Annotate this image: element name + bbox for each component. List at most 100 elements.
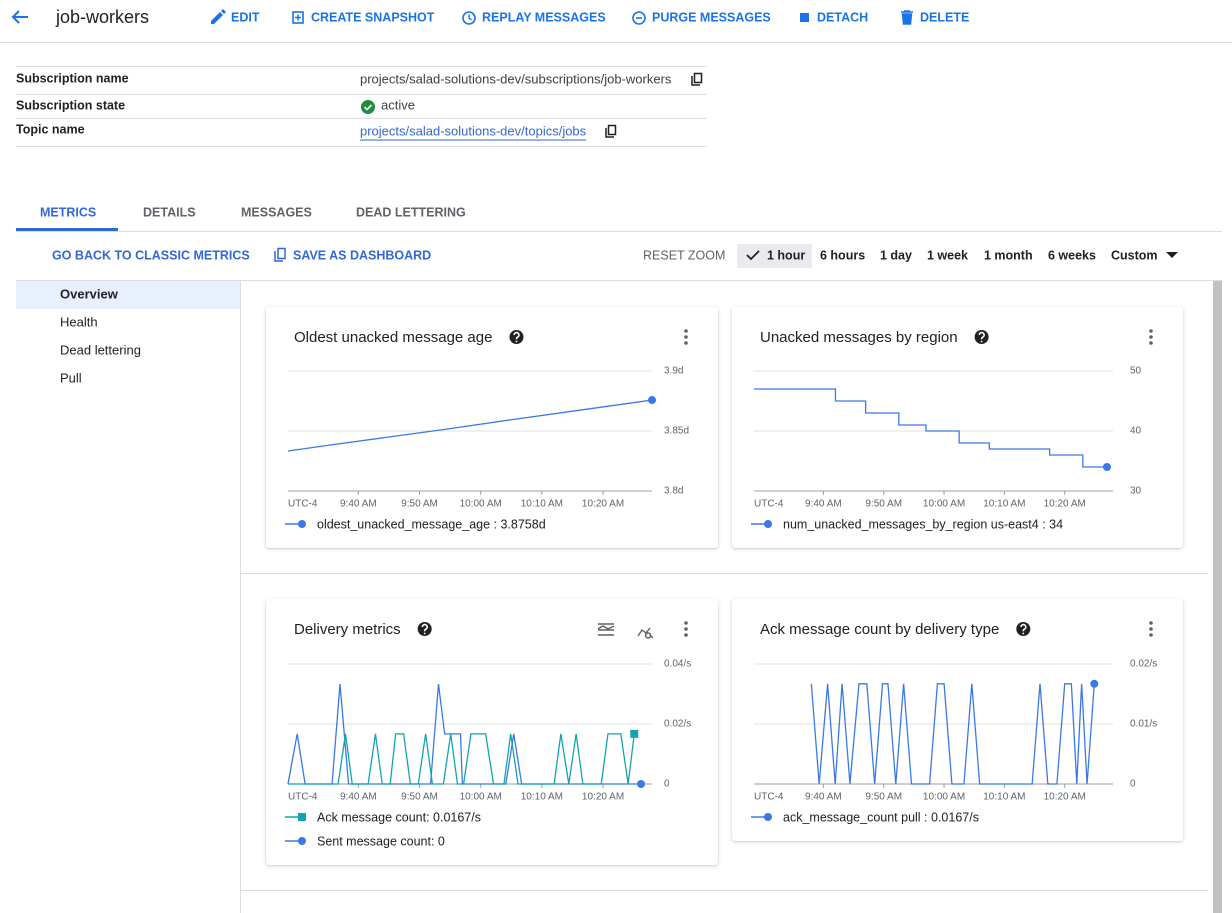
x-tick-label: 10:10 AM (521, 792, 563, 803)
y-tick-label: 3.85d (664, 426, 689, 437)
menu-icon (684, 627, 688, 631)
legend-label: num_unacked_messages_by_region us-east4 … (783, 517, 1063, 531)
edit-icon (211, 9, 226, 24)
classic-metrics-link[interactable]: GO BACK TO CLASSIC METRICS (52, 248, 250, 262)
end-marker (630, 729, 639, 738)
status-icon (361, 100, 375, 114)
purge-action[interactable]: PURGE MESSAGES (652, 10, 771, 24)
snapshot-icon (292, 11, 304, 24)
header: job-workers EDIT CREATE SNAPSHOT REPLAY … (0, 7, 1232, 43)
x-tick-label: 9:50 AM (401, 499, 438, 510)
series-line (754, 388, 1107, 468)
menu-icon (684, 329, 688, 333)
scrollbar[interactable] (1213, 281, 1222, 913)
range-option[interactable]: 6 weeks (1048, 248, 1096, 262)
range-option[interactable]: 1 week (927, 248, 968, 262)
range-option[interactable]: 1 day (880, 248, 912, 262)
end-marker (1090, 679, 1099, 688)
legend-swatch (764, 520, 772, 528)
series-line (288, 733, 635, 785)
chart-card (266, 307, 718, 548)
custom-range[interactable]: Custom (1111, 248, 1158, 262)
y-tick-label: 30 (1130, 486, 1142, 497)
sidebar-item[interactable]: Overview (60, 286, 119, 301)
page-title: job-workers (55, 7, 149, 27)
edit-action[interactable]: EDIT (231, 10, 260, 24)
menu-icon (684, 633, 688, 637)
menu-icon (684, 621, 688, 625)
info-label: Topic name (16, 122, 85, 136)
y-tick-label: 50 (1130, 366, 1142, 377)
menu-icon (1149, 329, 1153, 333)
help-icon (515, 340, 518, 343)
info-table: Subscription name projects/salad-solutio… (16, 66, 707, 147)
detach-icon (800, 13, 809, 22)
detach-action[interactable]: DETACH (817, 10, 868, 24)
help-icon (978, 331, 985, 340)
x-tick-label: 9:40 AM (340, 792, 377, 803)
tab[interactable]: DEAD LETTERING (356, 205, 466, 219)
x-tick-label: 10:10 AM (983, 792, 1025, 803)
range-option[interactable]: 1 hour (767, 248, 805, 262)
create-snapshot-action[interactable]: CREATE SNAPSHOT (311, 10, 435, 24)
help-icon (980, 340, 983, 343)
info-value: active (381, 97, 415, 112)
status-icon (363, 104, 373, 111)
y-tick-label: 3.9d (664, 366, 683, 377)
reset-zoom[interactable]: RESET ZOOM (643, 248, 725, 262)
legend-swatch (298, 837, 306, 845)
end-marker (636, 780, 645, 788)
replay-icon (462, 11, 476, 25)
chart-title: Oldest unacked message age (294, 329, 492, 346)
x-tick-label: 10:00 AM (923, 499, 965, 510)
menu-icon (1149, 341, 1153, 345)
sidebar-item[interactable]: Pull (60, 370, 82, 385)
legend-label: Ack message count: 0.0167/s (317, 810, 481, 824)
sidebar: Overview Health Dead lettering Pull (16, 281, 241, 913)
series-line (810, 683, 1095, 785)
x-tick-label: 9:50 AM (865, 499, 902, 510)
explore-icon (637, 627, 654, 639)
menu-icon (1149, 627, 1153, 631)
help-icon (421, 623, 428, 632)
copy-icon[interactable] (605, 124, 617, 138)
save-dashboard-link[interactable]: SAVE AS DASHBOARD (293, 248, 431, 262)
x-tick-label: 9:50 AM (865, 792, 902, 803)
sidebar-item[interactable]: Dead lettering (60, 342, 141, 357)
help-icon (513, 331, 520, 340)
check-icon (746, 250, 760, 261)
chart-card (732, 307, 1183, 548)
tab[interactable]: DETAILS (143, 205, 196, 219)
chart-card (732, 599, 1183, 841)
y-tick-label: 0.04/s (664, 659, 691, 670)
menu-icon (1149, 335, 1153, 339)
info-label: Subscription name (16, 71, 129, 85)
x-tick-label: 10:00 AM (460, 792, 502, 803)
help-icon (423, 632, 426, 635)
back-button[interactable] (11, 10, 28, 24)
range-option[interactable]: 6 hours (820, 248, 865, 262)
delete-action[interactable]: DELETE (920, 10, 969, 24)
tab[interactable]: MESSAGES (241, 205, 312, 219)
sidebar-item[interactable]: Health (60, 314, 98, 329)
copy-icon[interactable] (691, 72, 703, 86)
info-label: Subscription state (16, 98, 125, 112)
x-axis-label: UTC-4 (754, 499, 784, 510)
x-tick-label: 10:00 AM (460, 499, 502, 510)
x-tick-label: 9:40 AM (805, 792, 842, 803)
purge-icon (632, 11, 646, 25)
chart-card (266, 599, 718, 865)
x-axis-label: UTC-4 (288, 499, 318, 510)
legend-label: Sent message count: 0 (317, 834, 445, 848)
snapshot-icon (295, 14, 301, 21)
x-tick-label: 9:40 AM (805, 499, 842, 510)
range-option[interactable]: 1 month (984, 248, 1033, 262)
topic-link[interactable]: projects/salad-solutions-dev/topics/jobs (360, 123, 587, 138)
toolbar: GO BACK TO CLASSIC METRICS SAVE AS DASHB… (16, 244, 1222, 281)
end-marker (648, 396, 656, 405)
help-icon (1022, 632, 1025, 635)
tab[interactable]: METRICS (40, 205, 96, 219)
replay-action[interactable]: REPLAY MESSAGES (482, 10, 606, 24)
x-tick-label: 9:40 AM (340, 499, 377, 510)
dropdown-arrow (1166, 252, 1178, 258)
